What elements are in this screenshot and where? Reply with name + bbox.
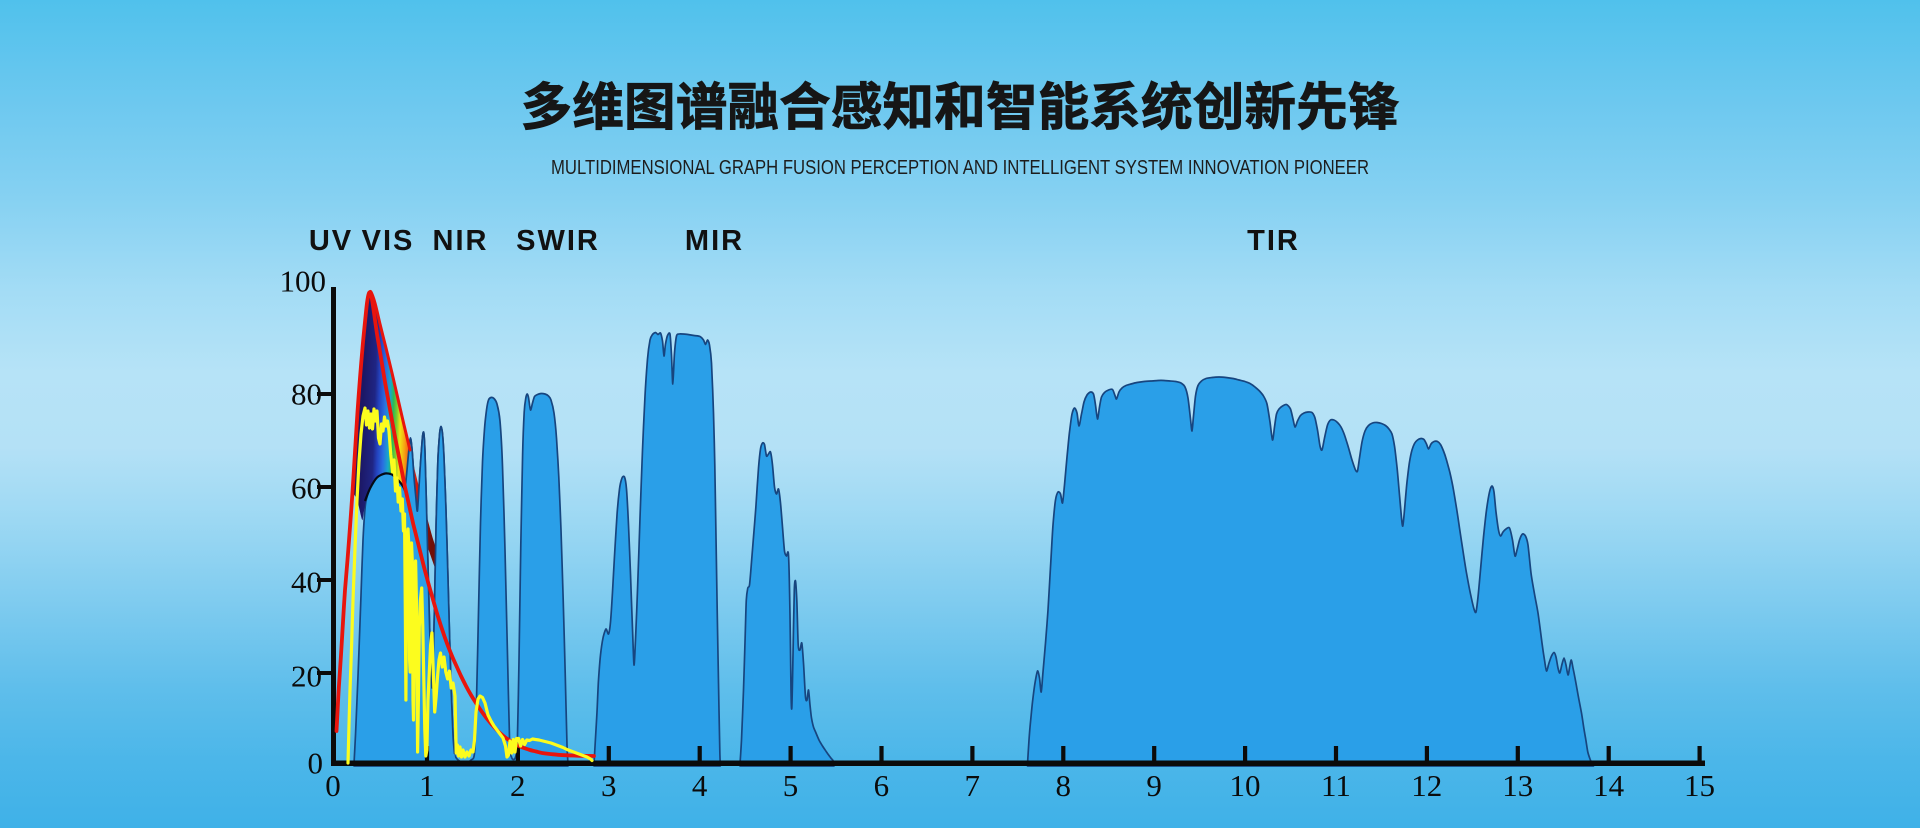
svg-text:4: 4 (692, 768, 708, 803)
svg-text:13: 13 (1502, 768, 1533, 803)
svg-text:SWIR: SWIR (516, 225, 600, 257)
svg-text:9: 9 (1146, 768, 1162, 803)
svg-text:7: 7 (965, 768, 981, 803)
svg-text:NIR: NIR (433, 225, 489, 257)
svg-text:60: 60 (291, 471, 322, 506)
svg-text:20: 20 (291, 659, 322, 694)
svg-text:10: 10 (1230, 768, 1261, 803)
svg-text:14: 14 (1593, 768, 1625, 803)
svg-text:MULTIDIMENSIONAL GRAPH FUSION: MULTIDIMENSIONAL GRAPH FUSION PERCEPTION… (551, 156, 1369, 179)
svg-text:12: 12 (1411, 768, 1442, 803)
svg-text:TIR: TIR (1247, 225, 1300, 257)
svg-text:2: 2 (510, 768, 526, 803)
svg-text:0: 0 (308, 746, 324, 781)
svg-text:0: 0 (325, 768, 341, 803)
svg-text:40: 40 (291, 565, 322, 600)
svg-text:5: 5 (783, 768, 799, 803)
svg-text:80: 80 (291, 377, 322, 412)
svg-text:11: 11 (1321, 768, 1351, 803)
svg-text:8: 8 (1055, 768, 1071, 803)
svg-text:6: 6 (874, 768, 890, 803)
svg-text:100: 100 (280, 264, 327, 299)
svg-text:UV: UV (309, 225, 353, 257)
svg-text:VIS: VIS (362, 225, 415, 257)
svg-text:15: 15 (1684, 768, 1715, 803)
svg-text:3: 3 (601, 768, 617, 803)
svg-text:MIR: MIR (685, 225, 744, 257)
svg-text:1: 1 (419, 768, 435, 803)
